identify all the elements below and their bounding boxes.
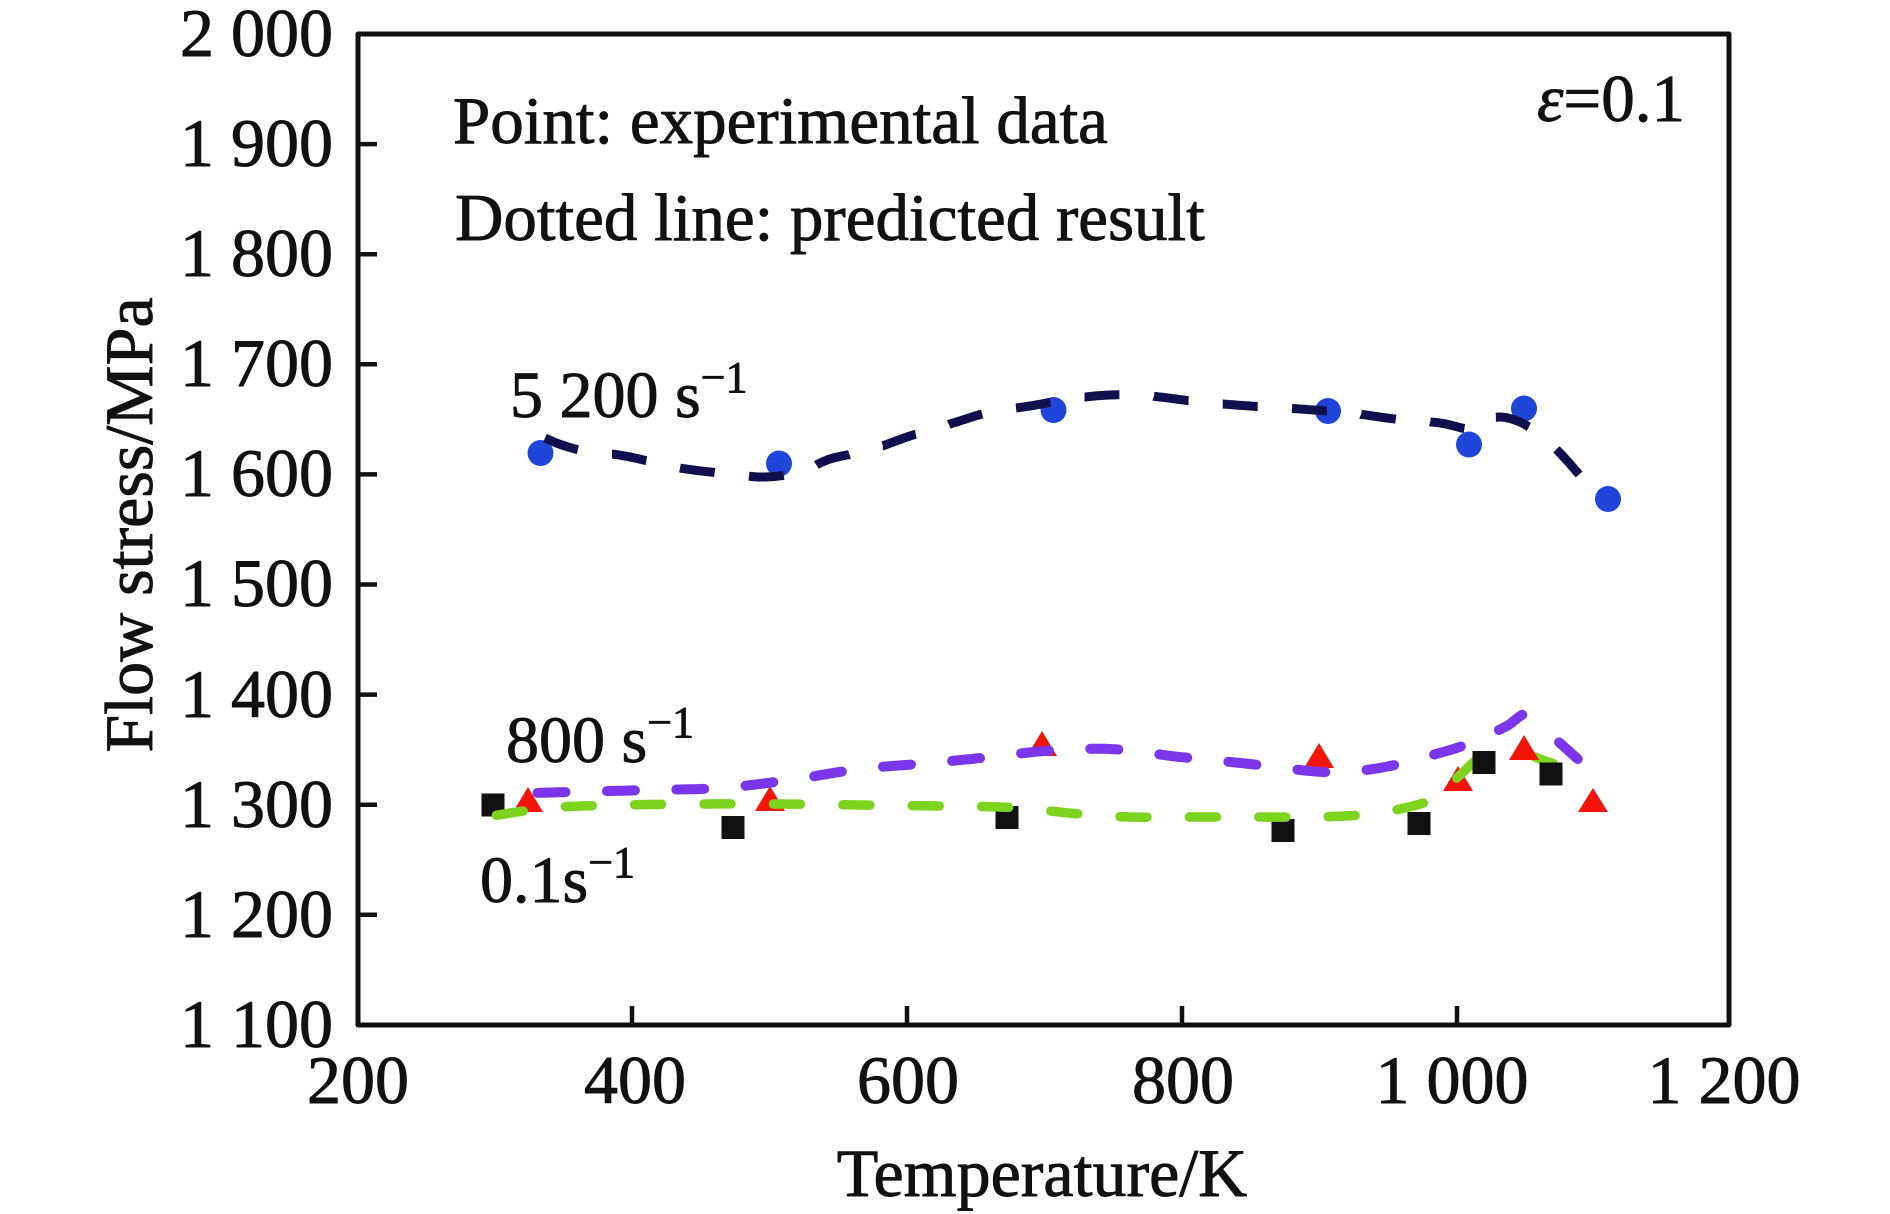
svg-text:1 600: 1 600 xyxy=(180,435,333,511)
svg-text:1 500: 1 500 xyxy=(180,545,333,621)
svg-text:1 400: 1 400 xyxy=(180,656,333,732)
svg-text:400: 400 xyxy=(584,1042,686,1118)
svg-text:1 700: 1 700 xyxy=(180,325,333,401)
svg-text:5 200 s−1: 5 200 s−1 xyxy=(510,353,748,432)
svg-text:1 800: 1 800 xyxy=(180,215,333,291)
svg-text:2 000: 2 000 xyxy=(180,0,333,71)
svg-text:Temperature/K: Temperature/K xyxy=(837,1135,1248,1211)
svg-text:Dotted line: predicted result: Dotted line: predicted result xyxy=(455,181,1205,255)
svg-text:600: 600 xyxy=(857,1042,959,1118)
svg-text:1 200: 1 200 xyxy=(180,876,333,952)
svg-text:1 200: 1 200 xyxy=(1648,1042,1801,1118)
svg-text:Point: experimental data: Point: experimental data xyxy=(453,84,1108,158)
svg-text:1 900: 1 900 xyxy=(180,105,333,181)
svg-text:ε=0.1: ε=0.1 xyxy=(1537,62,1685,136)
svg-text:800: 800 xyxy=(1132,1042,1234,1118)
svg-text:1 100: 1 100 xyxy=(180,986,333,1062)
svg-text:1 000: 1 000 xyxy=(1376,1042,1529,1118)
svg-text:Flow stress/MPa: Flow stress/MPa xyxy=(91,297,167,752)
svg-text:1 300: 1 300 xyxy=(180,766,333,842)
svg-text:200: 200 xyxy=(307,1042,409,1118)
